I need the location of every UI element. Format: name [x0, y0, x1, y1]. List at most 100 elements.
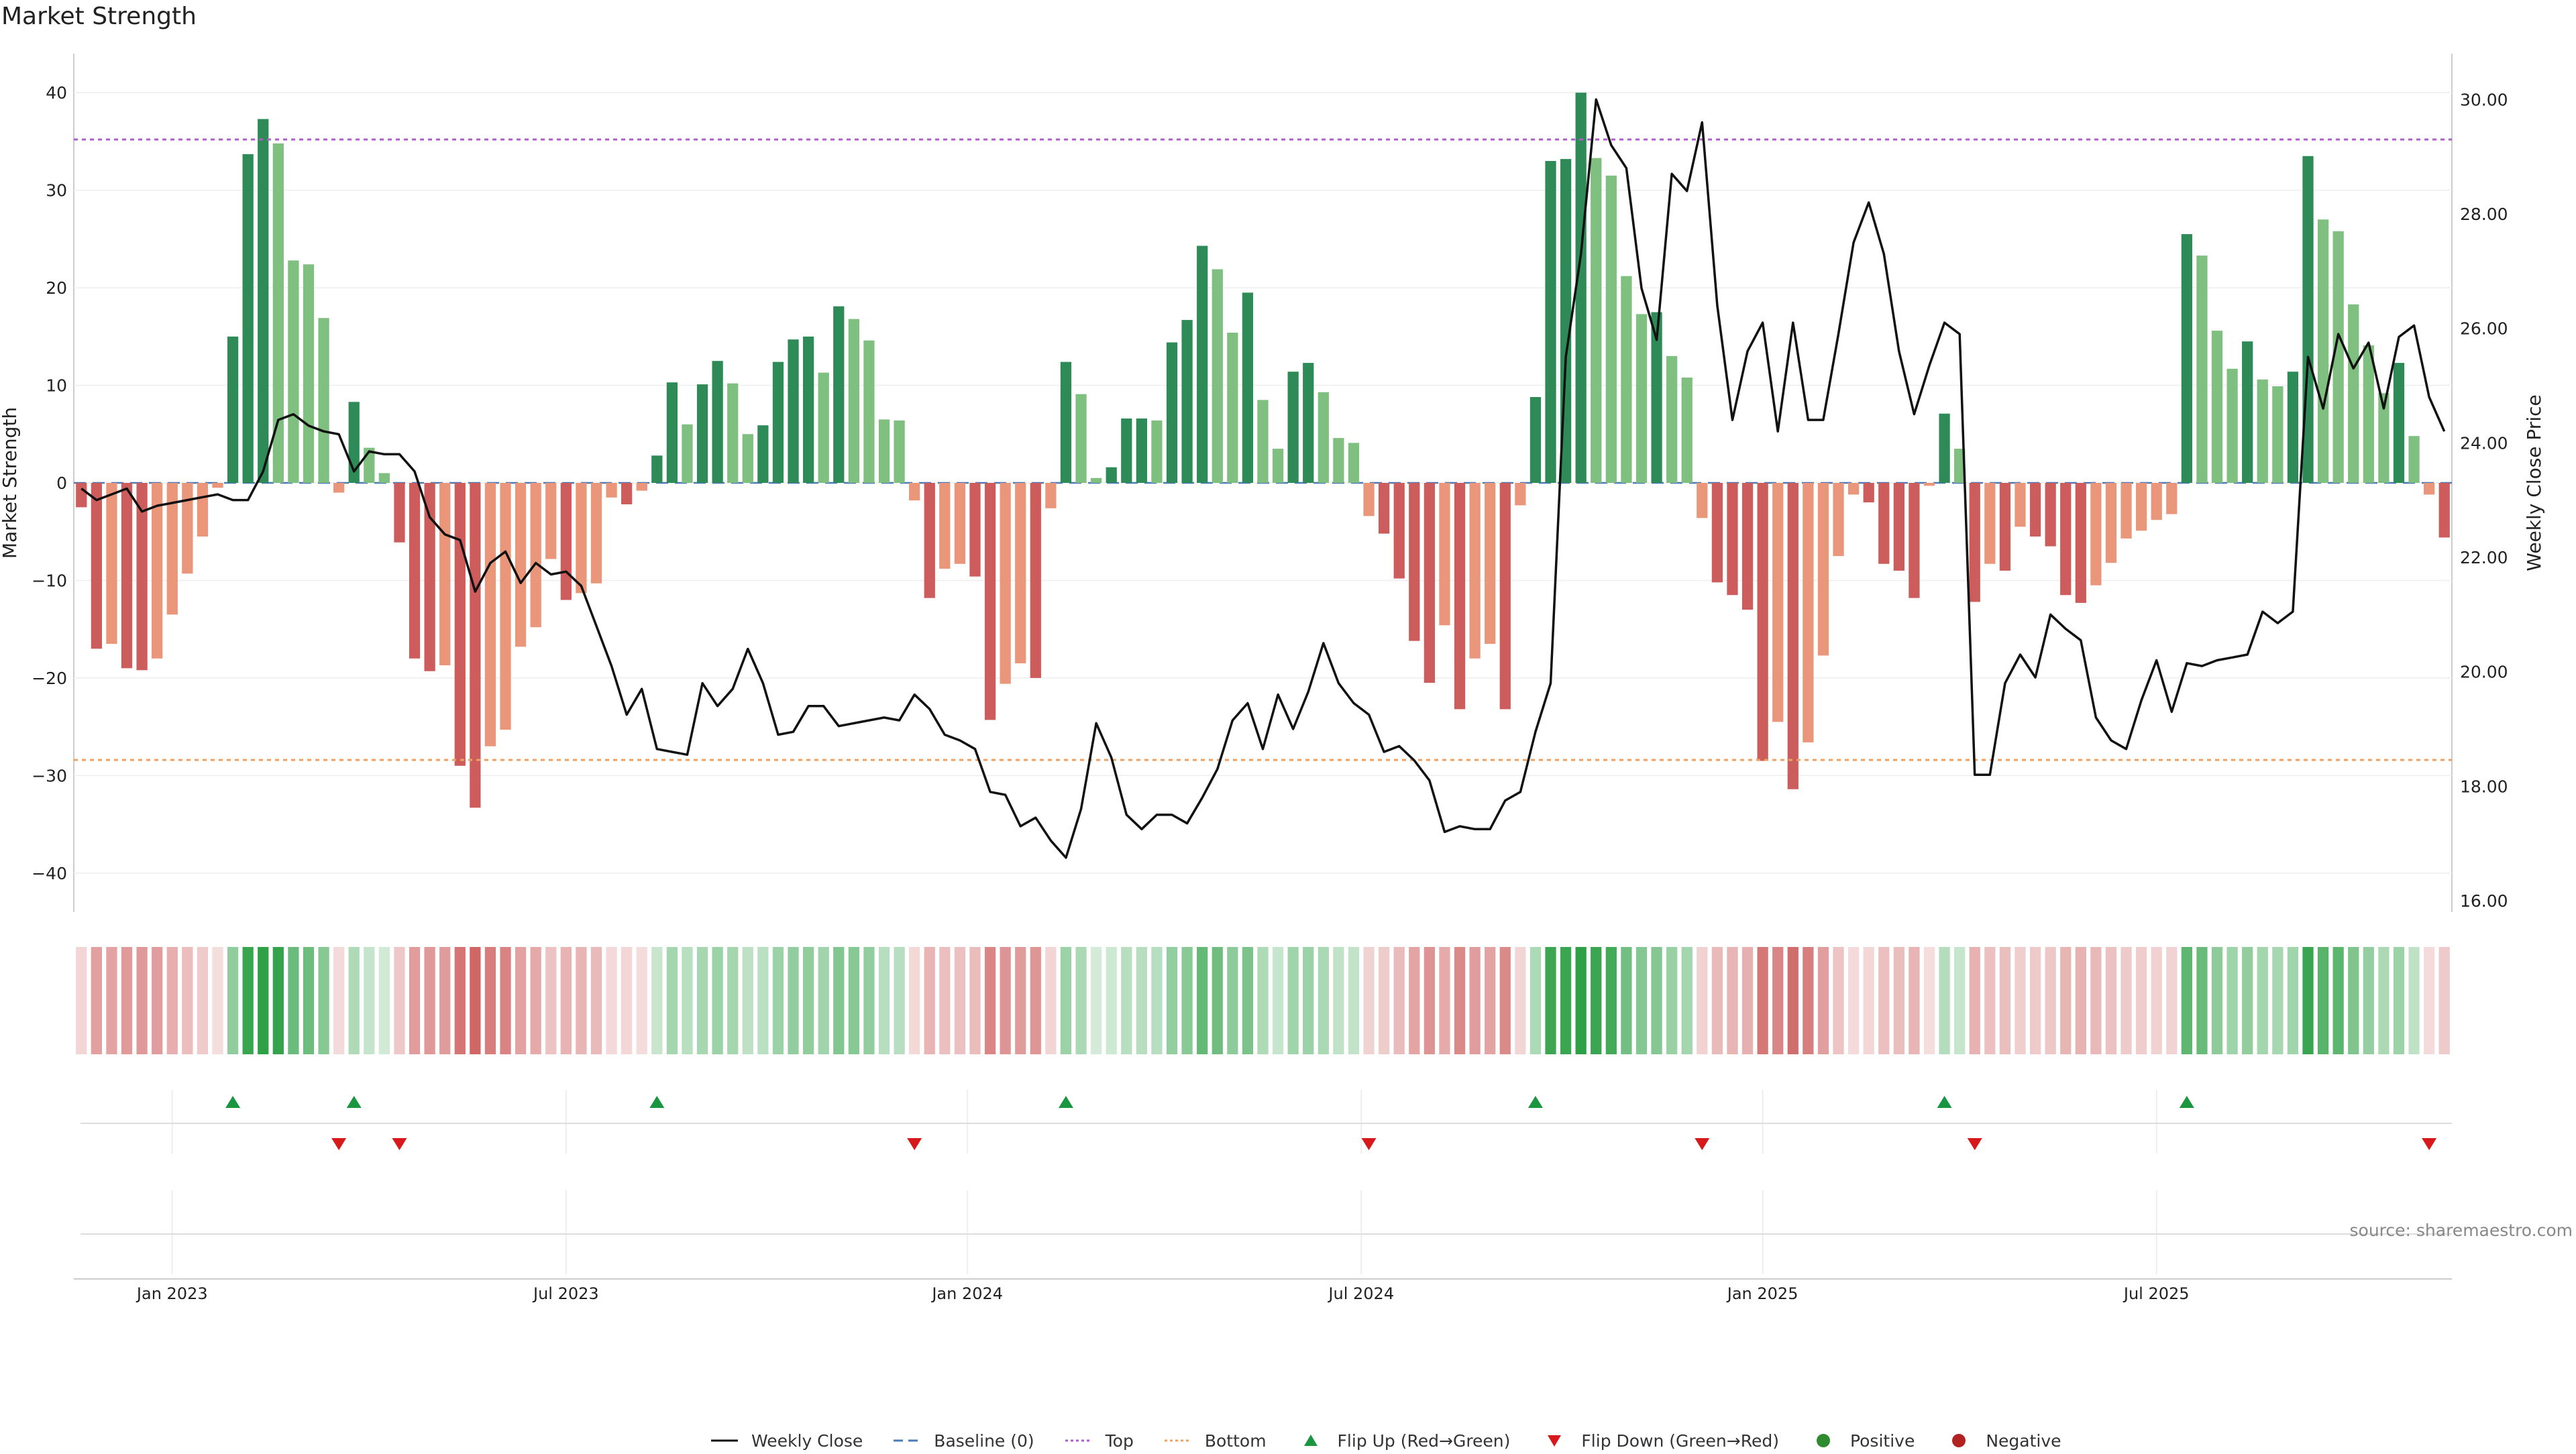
heat-cell — [712, 947, 723, 1054]
strength-bar — [272, 143, 284, 483]
heat-cell — [909, 947, 920, 1054]
heat-cell — [1651, 947, 1662, 1054]
strength-bar — [757, 425, 769, 483]
y2-tick-label: 20.00 — [2460, 663, 2508, 682]
flip-down-marker — [2422, 1138, 2437, 1150]
y-tick-label: −30 — [32, 766, 67, 785]
heat-cell — [2121, 947, 2132, 1054]
heat-cell — [1999, 947, 2011, 1054]
strength-bar — [1045, 483, 1057, 508]
heat-cell — [606, 947, 617, 1054]
strength-bar — [1393, 483, 1405, 579]
heat-cell — [2105, 947, 2117, 1054]
strength-bar — [2424, 483, 2435, 495]
heat-cell — [1560, 947, 1572, 1054]
heat-cell — [1151, 947, 1163, 1054]
flip-down-marker — [1361, 1138, 1377, 1150]
flip-down-marker — [392, 1138, 407, 1150]
y-tick-label: −10 — [32, 571, 67, 590]
strength-bar — [1060, 361, 1072, 483]
legend-symbol — [1164, 1439, 1191, 1442]
strength-bar — [76, 483, 87, 508]
strength-bar — [2166, 483, 2178, 514]
heat-cell — [2257, 947, 2268, 1054]
strength-bar — [1121, 418, 1132, 483]
strength-bar — [924, 483, 935, 598]
legend-label: Weekly Close — [751, 1431, 863, 1451]
strength-bar — [1923, 483, 1935, 486]
heat-cell — [2332, 947, 2344, 1054]
y2-tick-label: 16.00 — [2460, 891, 2508, 911]
strength-bar — [1000, 483, 1011, 684]
legend-item: Negative — [1939, 1431, 2061, 1451]
strength-bar — [878, 419, 890, 483]
flip-down-marker — [331, 1138, 347, 1150]
heat-cell — [590, 947, 602, 1054]
heat-cell — [318, 947, 329, 1054]
heat-cell — [182, 947, 193, 1054]
strength-bar — [1151, 420, 1163, 483]
strength-bar — [636, 483, 647, 491]
heat-cell — [500, 947, 511, 1054]
heat-cell — [1469, 947, 1481, 1054]
y2-tick-label: 18.00 — [2460, 777, 2508, 796]
heat-cell — [1803, 947, 1814, 1054]
strength-bar — [590, 483, 602, 583]
strength-bar — [242, 154, 254, 483]
heat-cell — [2348, 947, 2359, 1054]
flip-up-marker — [1527, 1096, 1543, 1108]
strength-bar — [2105, 483, 2117, 563]
y2-tick-label: 24.00 — [2460, 433, 2508, 453]
strength-bar — [576, 483, 587, 594]
heat-cell — [212, 947, 223, 1054]
strength-bar — [500, 483, 511, 730]
heat-cell — [621, 947, 633, 1054]
heat-cell — [2378, 947, 2390, 1054]
strength-bar — [1757, 483, 1768, 761]
heat-cell — [984, 947, 996, 1054]
strength-bar — [318, 318, 329, 483]
heat-cell — [1030, 947, 1041, 1054]
strength-bar — [2408, 436, 2420, 483]
heat-cell — [1909, 947, 1920, 1054]
strength-bar — [545, 483, 557, 559]
strength-bar — [2029, 483, 2041, 537]
strength-bar — [560, 483, 572, 600]
strength-bar — [1439, 483, 1450, 626]
flip-up-marker — [1058, 1096, 1073, 1108]
heat-cell — [1741, 947, 1754, 1054]
strength-bar — [2121, 483, 2132, 539]
strength-bar — [1545, 161, 1556, 483]
y-tick-label: 40 — [46, 83, 67, 103]
y-tick-label: −40 — [32, 864, 67, 883]
strength-bar — [333, 483, 345, 493]
heat-cell — [1333, 947, 1344, 1054]
strength-bar — [2393, 363, 2405, 483]
legend-label: Bottom — [1204, 1431, 1267, 1451]
flip-up-marker — [346, 1096, 362, 1108]
strength-bar — [2348, 304, 2359, 483]
strength-bar — [2438, 483, 2450, 538]
strength-bar — [1999, 483, 2011, 571]
y2-tick-label: 28.00 — [2460, 205, 2508, 224]
legend-label: Positive — [1849, 1431, 1915, 1451]
strength-bar — [1817, 483, 1829, 656]
heat-cell — [2302, 947, 2314, 1054]
strength-bar — [1605, 175, 1617, 483]
strength-bar — [1681, 377, 1693, 483]
heat-cell — [1923, 947, 1935, 1054]
x-tick-label: Jul 2023 — [532, 1284, 599, 1303]
strength-bar — [1499, 483, 1511, 710]
heat-cell — [1409, 947, 1420, 1054]
strength-bar — [1485, 483, 1496, 644]
strength-bar — [424, 483, 435, 671]
heat-cell — [1545, 947, 1556, 1054]
strength-bar — [1803, 483, 1814, 742]
strength-bar — [1469, 483, 1481, 659]
strength-bar — [1847, 483, 1860, 495]
strength-bar — [1424, 483, 1436, 683]
heat-cell — [696, 947, 708, 1054]
heat-cell — [1666, 947, 1678, 1054]
heat-cell — [2151, 947, 2162, 1054]
y-tick-label: 30 — [46, 181, 67, 201]
